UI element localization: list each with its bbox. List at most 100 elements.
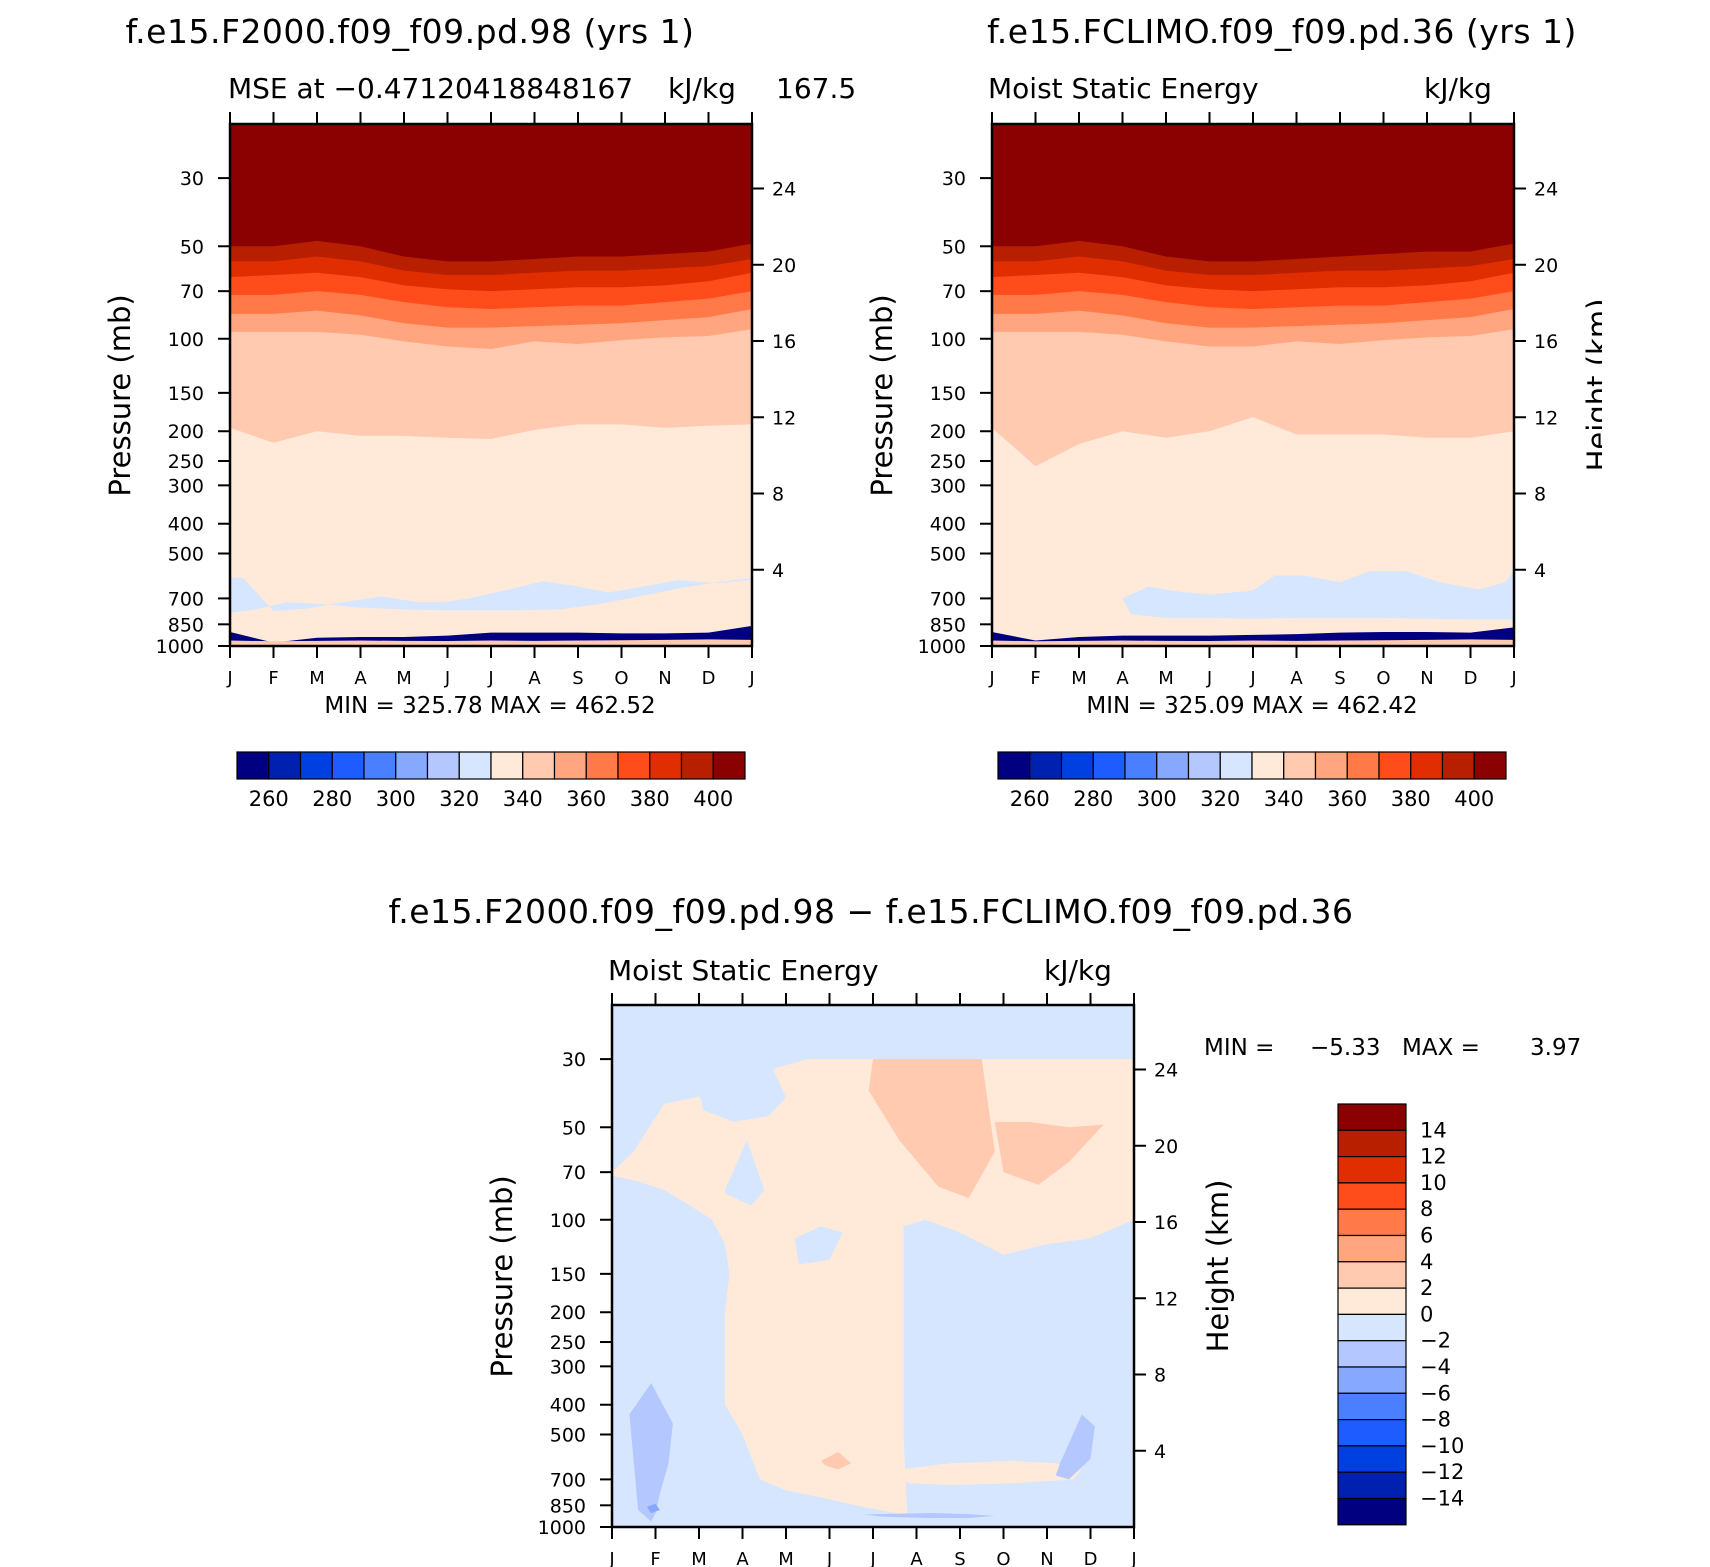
colorbar-swatch	[1251, 751, 1285, 780]
pressure-label: 30	[942, 168, 966, 190]
month-label: A	[1116, 668, 1129, 689]
month-label: D	[702, 668, 716, 689]
contour-patch	[994, 1121, 1104, 1185]
colorbar-label: 2	[1420, 1276, 1433, 1300]
colorbar-label: 380	[1391, 787, 1431, 811]
height-label: 12	[772, 407, 796, 429]
month-label: A	[1290, 668, 1303, 689]
height-label: 8	[772, 484, 784, 506]
pressure-label: 700	[168, 588, 204, 610]
pressure-label: 300	[550, 1356, 586, 1378]
pressure-label: 150	[168, 383, 204, 405]
colorbar-swatch	[1219, 751, 1253, 780]
month-label: S	[1334, 668, 1345, 689]
contour-patch	[1122, 570, 1514, 620]
pressure-label: 30	[562, 1049, 586, 1071]
colorbar-swatch	[997, 751, 1031, 780]
panel-title: f.e15.FCLIMO.f09_f09.pd.36 (yrs 1)	[987, 12, 1577, 51]
panel-title: f.e15.F2000.f09_f09.pd.98 − f.e15.FCLIMO…	[388, 892, 1354, 931]
colorbar-swatch	[1314, 751, 1348, 780]
contour-patch	[629, 1383, 673, 1522]
month-label: M	[1071, 668, 1087, 689]
colorbar-label: 320	[439, 787, 479, 811]
month-label: S	[954, 1549, 965, 1567]
colorbar-swatch	[1156, 751, 1190, 780]
colorbar-label: −8	[1420, 1408, 1451, 1432]
colorbar-label: 0	[1420, 1302, 1433, 1326]
height-label: 4	[772, 560, 784, 582]
colorbar-label: 340	[1264, 787, 1304, 811]
colorbar-swatch	[268, 751, 302, 780]
colorbar-swatch	[1337, 1103, 1407, 1131]
pressure-label: 150	[550, 1264, 586, 1286]
month-label: J	[487, 668, 493, 689]
colorbar-label: 10	[1420, 1171, 1447, 1195]
contour-patch	[690, 1059, 786, 1122]
month-label: J	[1206, 668, 1212, 689]
month-label: J	[444, 668, 450, 689]
pressure-label: 70	[562, 1162, 586, 1184]
month-label: M	[1158, 668, 1174, 689]
stats-max-value: 3.97	[1530, 1035, 1582, 1061]
colorbar-label: 280	[312, 787, 352, 811]
height-label: 4	[1534, 560, 1546, 582]
contour-patch	[725, 1139, 765, 1206]
colorbar-swatch	[1337, 1234, 1407, 1263]
month-label: A	[354, 668, 367, 689]
height-label: 8	[1534, 484, 1546, 506]
pressure-label: 500	[930, 544, 966, 566]
pressure-label: 1000	[156, 636, 204, 658]
colorbar-swatch	[1029, 751, 1063, 780]
pressure-label: 200	[930, 421, 966, 443]
pressure-label: 850	[168, 614, 204, 636]
panel-f2000: f.e15.F2000.f09_f09.pd.98 (yrs 1) MSE at…	[0, 0, 856, 811]
pressure-label: 50	[562, 1117, 586, 1139]
pressure-label: 300	[930, 475, 966, 497]
panel-subtitle-extra: 167.5	[776, 72, 857, 105]
panel-fclimo: f.e15.FCLIMO.f09_f09.pd.36 (yrs 1) Moist…	[762, 0, 1602, 811]
colorbar-swatch	[1337, 1287, 1407, 1316]
pressure-label: 1000	[918, 636, 966, 658]
pressure-label: 250	[550, 1332, 586, 1354]
month-label: D	[1084, 1549, 1098, 1567]
month-label: J	[226, 668, 232, 689]
colorbar-swatch	[1337, 1366, 1407, 1394]
stats-min-label: MIN =	[1204, 1035, 1275, 1061]
colorbar-swatch	[395, 751, 429, 780]
colorbar-label: 6	[1420, 1224, 1433, 1248]
colorbar-swatch	[680, 751, 714, 780]
contour-fill	[230, 124, 752, 646]
height-label: 8	[1154, 1365, 1166, 1387]
colorbar-label: 360	[1327, 787, 1367, 811]
pressure-label: 50	[180, 236, 204, 258]
pressure-label: 150	[930, 383, 966, 405]
height-label: 24	[1534, 179, 1558, 201]
stats-text: MIN = 325.09 MAX = 462.42	[1086, 693, 1418, 719]
month-label: N	[658, 668, 671, 689]
colorbar-swatch	[1337, 1208, 1407, 1237]
y-axis-label: Pressure (mb)	[103, 294, 137, 496]
colorbar: 260 280 300 320 340 360 380 400	[997, 751, 1507, 811]
colorbar-label: 8	[1420, 1197, 1433, 1221]
height-axis-label: Height (km)	[819, 299, 820, 472]
stats-max-label: MAX =	[1402, 1035, 1480, 1061]
contour-patch	[230, 639, 752, 646]
pressure-label: 400	[550, 1395, 586, 1417]
month-label: M	[396, 668, 412, 689]
colorbar-swatch	[1337, 1313, 1407, 1342]
contour-patch	[230, 577, 752, 613]
colorbar-label: 12	[1420, 1145, 1447, 1169]
colorbar-swatch	[1378, 751, 1412, 780]
colorbar-label: 260	[249, 787, 289, 811]
height-label: 24	[772, 179, 796, 201]
month-label: A	[528, 668, 541, 689]
colorbar-label: 280	[1073, 787, 1113, 811]
colorbar-label: −2	[1420, 1329, 1451, 1353]
stats-min-value: −5.33	[1310, 1035, 1381, 1061]
height-label: 20	[1534, 255, 1558, 277]
colorbar-swatch	[617, 751, 651, 780]
pressure-label: 850	[550, 1495, 586, 1517]
